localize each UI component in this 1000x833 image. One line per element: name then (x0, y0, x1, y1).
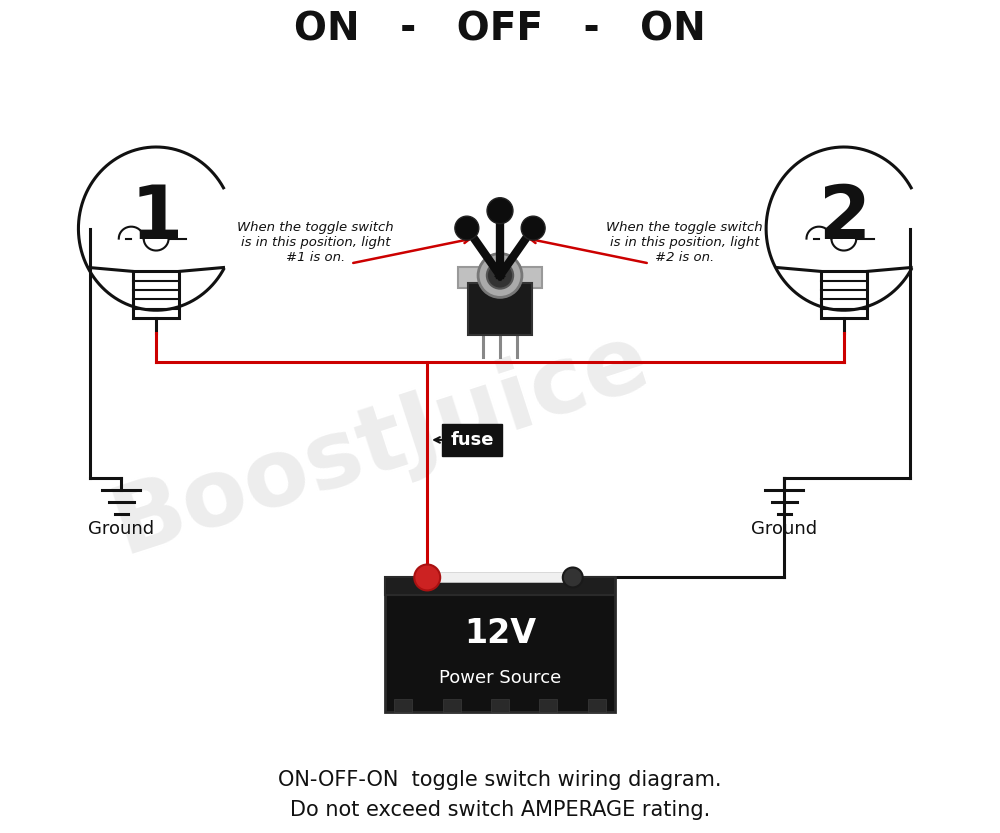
Circle shape (455, 216, 479, 240)
Circle shape (478, 253, 522, 297)
Text: BoostJuice: BoostJuice (101, 313, 660, 573)
Circle shape (414, 565, 440, 591)
Text: Ground: Ground (751, 520, 817, 537)
Circle shape (521, 216, 545, 240)
Bar (385, 577, 615, 712)
Bar (394, 699, 412, 712)
Text: ON-OFF-ON  toggle switch wiring diagram.: ON-OFF-ON toggle switch wiring diagram. (278, 770, 722, 790)
Bar (468, 283, 532, 335)
Bar (458, 267, 542, 288)
Bar (443, 699, 461, 712)
Text: Power Source: Power Source (439, 670, 561, 687)
Bar (133, 272, 179, 318)
Text: When the toggle switch
is in this position, light
#1 is on.: When the toggle switch is in this positi… (237, 221, 394, 263)
Text: 1: 1 (130, 182, 182, 255)
Circle shape (487, 197, 513, 223)
Text: Ground: Ground (88, 520, 154, 537)
Text: 12V: 12V (464, 617, 536, 651)
Text: When the toggle switch
is in this position, light
#2 is on.: When the toggle switch is in this positi… (606, 221, 763, 263)
Text: 2: 2 (818, 182, 870, 255)
Bar (385, 577, 615, 596)
Bar (588, 699, 606, 712)
Bar (420, 572, 580, 582)
Bar (491, 699, 509, 712)
Text: Do not exceed switch AMPERAGE rating.: Do not exceed switch AMPERAGE rating. (290, 800, 710, 820)
Circle shape (487, 262, 513, 288)
Bar (539, 699, 557, 712)
FancyBboxPatch shape (442, 424, 502, 456)
Text: fuse: fuse (450, 431, 494, 449)
Text: ON   -   OFF   -   ON: ON - OFF - ON (294, 10, 706, 48)
Bar (821, 272, 867, 318)
Circle shape (563, 567, 583, 587)
